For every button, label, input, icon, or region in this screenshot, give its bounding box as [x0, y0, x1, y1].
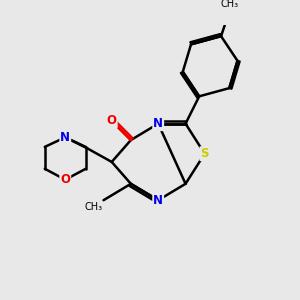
- Text: CH₃: CH₃: [84, 202, 102, 212]
- Text: CH₃: CH₃: [220, 0, 238, 9]
- Text: O: O: [60, 173, 70, 186]
- Text: S: S: [200, 147, 209, 160]
- Text: O: O: [107, 114, 117, 128]
- Text: N: N: [153, 194, 163, 207]
- Text: N: N: [60, 131, 70, 144]
- Text: N: N: [153, 117, 163, 130]
